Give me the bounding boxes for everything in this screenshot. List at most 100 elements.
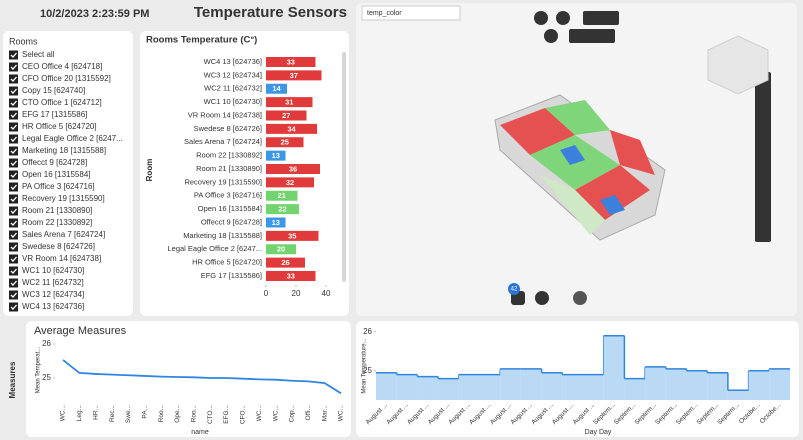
checkbox[interactable] xyxy=(9,158,18,168)
data-label: 33 xyxy=(287,271,295,280)
area-step xyxy=(583,374,604,400)
checkmark xyxy=(10,100,17,106)
checkmark xyxy=(10,244,17,250)
checkbox[interactable] xyxy=(9,290,18,300)
data-label: 13 xyxy=(272,151,280,160)
side-toolbar[interactable] xyxy=(755,72,771,242)
slicer-item: Swedese 8 [624726] xyxy=(22,242,95,251)
y-tick-label: VR Room 14 [624738] xyxy=(188,110,262,119)
y-tick-label: Offecct 9 [624728] xyxy=(201,217,262,226)
timestamp: 10/2/2023 2:23:59 PM xyxy=(40,8,149,20)
checkmark xyxy=(10,148,17,154)
tool-button[interactable] xyxy=(544,29,558,43)
checkbox[interactable] xyxy=(9,182,18,192)
data-label: 13 xyxy=(272,218,280,227)
slicer-item: Open 16 [1315584] xyxy=(22,170,91,179)
bar xyxy=(266,150,286,161)
slicer-item: WC3 12 [624734] xyxy=(22,290,84,299)
y-tick-label: 26 xyxy=(42,339,51,348)
x-axis-label: Day Day xyxy=(585,429,612,436)
x-tick-label: CFO... xyxy=(240,405,247,424)
line-panel xyxy=(26,321,351,437)
slicer-item: Marketing 18 [1315588] xyxy=(22,146,106,155)
y-tick-label: WC1 10 [624730] xyxy=(204,97,262,106)
checkbox[interactable] xyxy=(9,50,18,60)
y-axis-label: Mean Temperature... xyxy=(362,338,368,394)
checkbox[interactable] xyxy=(9,134,18,144)
tool-button[interactable] xyxy=(573,291,587,305)
x-tick-label: Rec... xyxy=(109,405,116,422)
checkbox[interactable] xyxy=(9,146,18,156)
x-tick-label: 0 xyxy=(264,289,269,298)
area-step xyxy=(603,335,625,400)
area-step xyxy=(500,368,521,400)
x-tick-label: Swe... xyxy=(125,405,132,423)
line xyxy=(62,359,342,395)
slicer-item: PA Office 3 [624716] xyxy=(22,182,95,191)
slicer-item: Room 21 [1330890] xyxy=(22,206,92,215)
x-tick-label: 40 xyxy=(322,289,331,298)
x-tick-label: Mar... xyxy=(321,405,328,421)
x-tick-label: WC... xyxy=(256,405,263,421)
x-tick-label: 20 xyxy=(292,289,301,298)
checkbox[interactable] xyxy=(9,206,18,216)
y-tick-label: WC2 11 [624732] xyxy=(204,84,262,93)
slicer-item: Copy 15 [624740] xyxy=(22,86,85,95)
y-tick-label: Recovery 19 [1315590] xyxy=(184,177,262,186)
checkbox[interactable] xyxy=(9,278,18,288)
slicer-item: CEO Office 4 [624718] xyxy=(22,62,102,71)
slicer-item: HR Office 5 [624720] xyxy=(22,122,97,131)
checkmark xyxy=(10,304,17,310)
tool-button[interactable] xyxy=(569,29,615,43)
x-tick-label: WC... xyxy=(338,405,345,421)
chart-title: Rooms Temperature (C°) xyxy=(146,35,257,46)
dropdown[interactable] xyxy=(361,5,461,21)
view-cube[interactable] xyxy=(707,35,769,95)
checkbox[interactable] xyxy=(9,170,18,180)
chart-title: Average Measures xyxy=(34,325,127,337)
checkbox[interactable] xyxy=(9,302,18,312)
slicer-item: WC4 13 [624736] xyxy=(22,302,84,311)
tool-button[interactable] xyxy=(556,11,570,25)
bar xyxy=(266,230,319,241)
area-step xyxy=(458,374,480,400)
checkmark xyxy=(10,220,17,226)
checkbox[interactable] xyxy=(9,86,18,96)
data-label: 32 xyxy=(286,178,294,187)
y-tick-label: HR Office 5 [624720] xyxy=(192,258,262,267)
checkbox[interactable] xyxy=(9,218,18,228)
checkbox[interactable] xyxy=(9,194,18,204)
x-tick-label: HR... xyxy=(92,405,99,420)
x-tick-label: PA... xyxy=(141,405,148,419)
data-label: 26 xyxy=(281,258,289,267)
bar xyxy=(266,164,320,174)
checkbox[interactable] xyxy=(9,98,18,108)
x-tick-label: Leg... xyxy=(76,405,83,421)
area-step xyxy=(376,372,397,400)
tool-button[interactable] xyxy=(583,11,619,25)
y-tick-label: 25 xyxy=(42,373,51,382)
bar xyxy=(266,97,313,108)
checkbox[interactable] xyxy=(9,74,18,84)
checkbox[interactable] xyxy=(9,254,18,264)
slicer-item: WC1 10 [624730] xyxy=(22,266,84,275)
checkbox[interactable] xyxy=(9,242,18,252)
x-tick-label: WC... xyxy=(272,405,279,421)
checkbox[interactable] xyxy=(9,266,18,276)
checkmark xyxy=(10,52,17,58)
tool-button[interactable] xyxy=(535,291,549,305)
checkmark xyxy=(10,124,17,130)
y-tick-label: Open 16 [1315584] xyxy=(198,204,262,213)
checkbox[interactable] xyxy=(9,230,18,240)
tool-button[interactable] xyxy=(534,11,548,25)
y-tick-label: Swedese 8 [624726] xyxy=(194,124,262,133)
checkmark xyxy=(10,268,17,274)
checkbox[interactable] xyxy=(9,122,18,132)
bar xyxy=(266,123,317,134)
area-step xyxy=(417,376,439,400)
checkbox[interactable] xyxy=(9,62,18,72)
checkmark xyxy=(10,196,17,202)
data-label: 34 xyxy=(287,124,296,133)
checkbox[interactable] xyxy=(9,110,18,120)
data-label: 31 xyxy=(285,98,293,107)
